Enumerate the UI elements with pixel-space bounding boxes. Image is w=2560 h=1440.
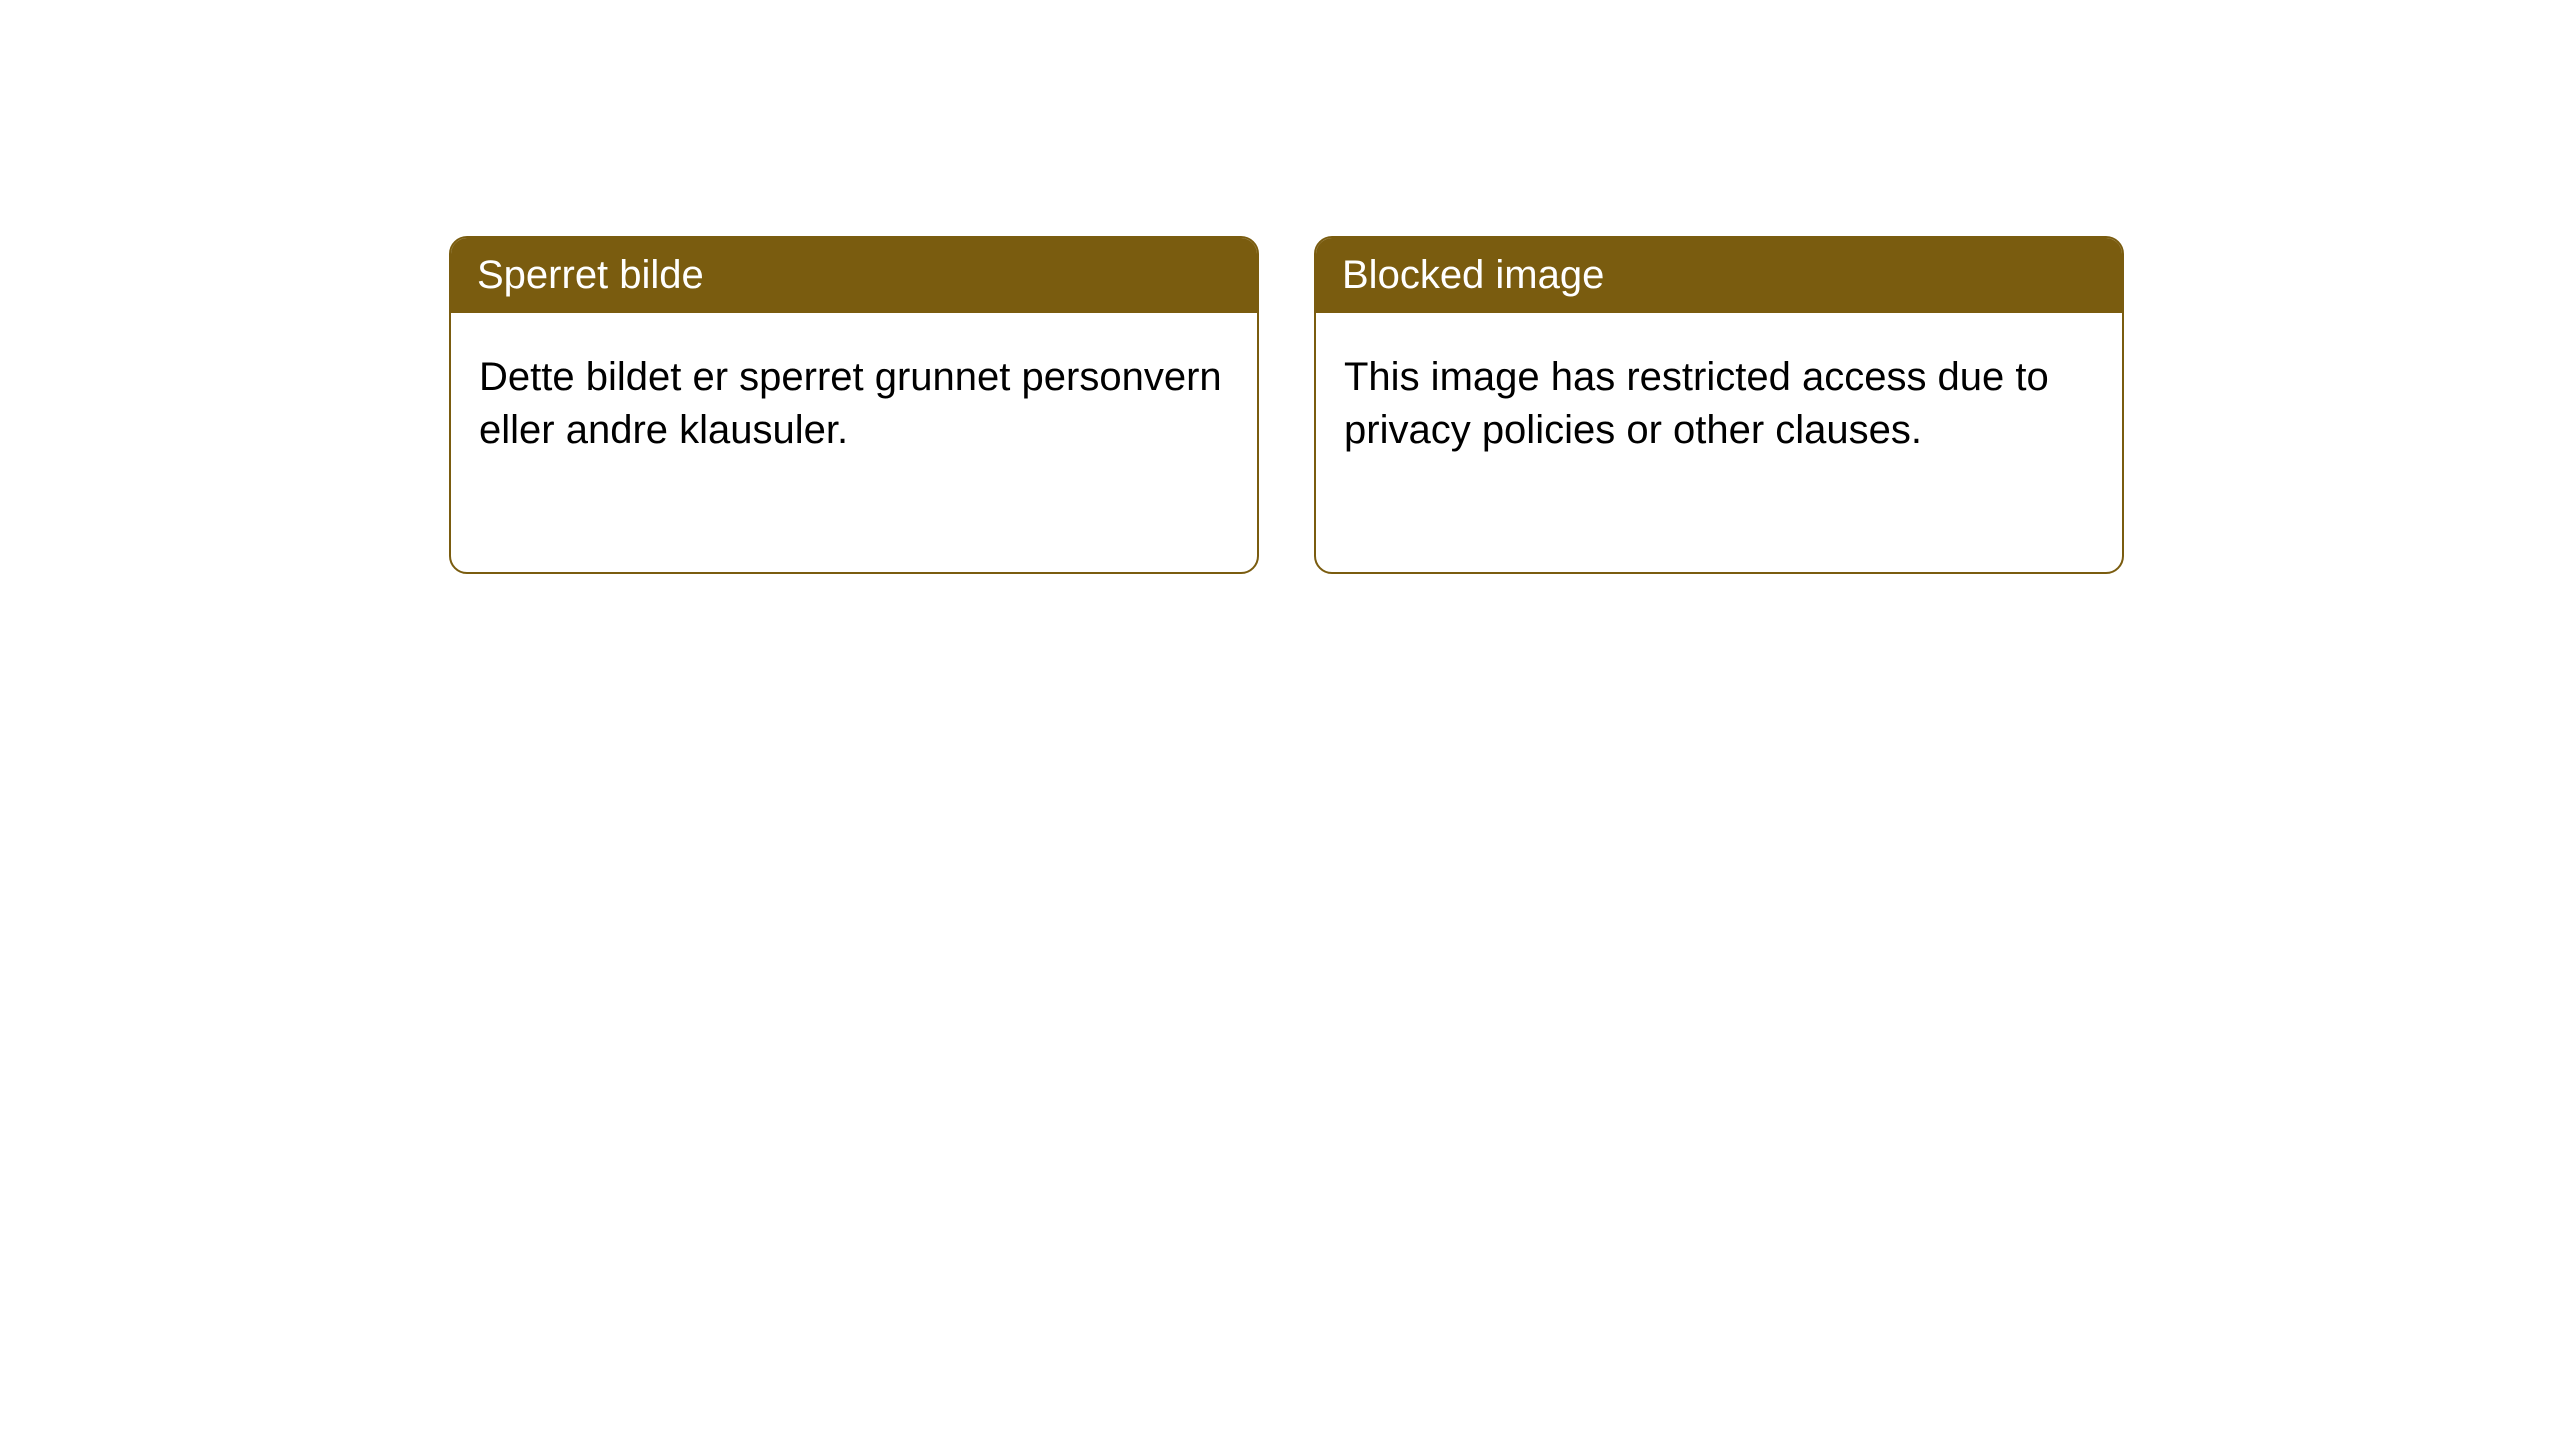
notice-body: This image has restricted access due to … — [1316, 313, 2122, 485]
notice-container: Sperret bilde Dette bildet er sperret gr… — [0, 0, 2560, 574]
notice-box-norwegian: Sperret bilde Dette bildet er sperret gr… — [449, 236, 1259, 574]
notice-header: Sperret bilde — [451, 238, 1257, 313]
notice-body: Dette bildet er sperret grunnet personve… — [451, 313, 1257, 485]
notice-header: Blocked image — [1316, 238, 2122, 313]
notice-box-english: Blocked image This image has restricted … — [1314, 236, 2124, 574]
